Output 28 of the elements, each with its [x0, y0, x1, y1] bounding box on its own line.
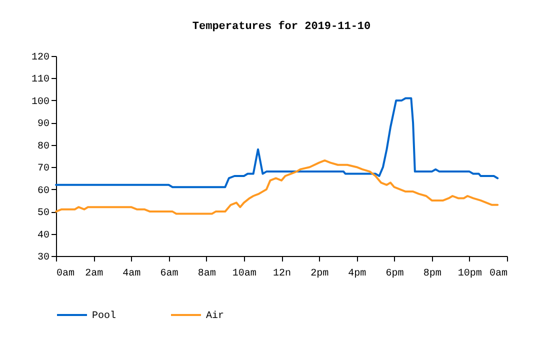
- x-tick-label: 4pm: [348, 268, 366, 280]
- y-tick-label: 110: [31, 74, 50, 86]
- x-tick-label: 10am: [232, 268, 256, 280]
- y-tick-label: 70: [37, 164, 50, 175]
- chart-title: Temperatures for 2019-11-10: [192, 20, 371, 33]
- y-tick-label: 120: [31, 52, 50, 64]
- x-tick-label: 0am: [56, 268, 75, 280]
- x-tick-label: 0am: [489, 268, 508, 280]
- x-tick-label: 6am: [160, 268, 178, 280]
- x-tick-label: 12n: [272, 268, 292, 280]
- y-tick-label: 90: [37, 119, 50, 130]
- x-tick-label: 8am: [198, 268, 216, 280]
- x-tick-label: 2am: [85, 268, 104, 280]
- legend-label: Pool: [92, 310, 116, 322]
- y-tick-label: 100: [31, 96, 50, 108]
- y-tick-label: 50: [37, 208, 50, 220]
- y-tick-label: 60: [37, 186, 50, 197]
- y-tick-label: 30: [37, 252, 50, 264]
- x-tick-label: 2pm: [310, 268, 329, 280]
- x-tick-label: 8pm: [423, 268, 442, 280]
- x-tick-label: 10pm: [458, 268, 482, 280]
- line-series: [55, 159, 499, 215]
- y-tick-label: 40: [37, 230, 50, 242]
- legend-label: Air: [206, 310, 224, 322]
- line-series: [55, 97, 499, 188]
- y-tick-label: 80: [37, 141, 50, 152]
- x-tick-label: 6pm: [386, 268, 404, 280]
- x-tick-label: 4am: [122, 268, 141, 280]
